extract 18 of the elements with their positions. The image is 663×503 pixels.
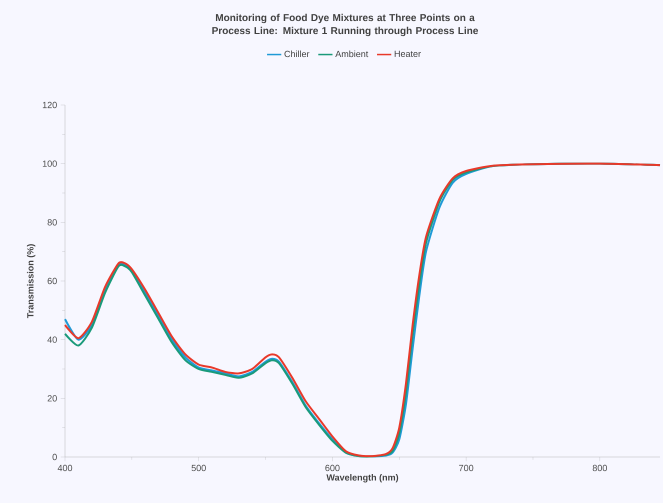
x-tick-label: 600 bbox=[325, 464, 340, 472]
y-tick-label: 40 bbox=[47, 336, 57, 343]
y-tick-label: 100 bbox=[42, 160, 57, 167]
chart-title: Monitoring of Food Dye Mixtures at Three Points on a Process Line: Mixture 1 Running through Process Line bbox=[212, 14, 478, 36]
x-tick-label: 700 bbox=[459, 464, 474, 472]
y-tick-label: 80 bbox=[48, 219, 57, 226]
x-tick-label: 400 bbox=[58, 464, 72, 472]
y-tick-label: 0 bbox=[52, 454, 57, 460]
legend-label: Chiller bbox=[284, 50, 310, 58]
y-tick-label: 120 bbox=[42, 102, 57, 108]
legend-label: Ambient bbox=[335, 50, 368, 58]
y-tick-label: 60 bbox=[48, 278, 57, 284]
y-tick-label: 20 bbox=[48, 395, 57, 402]
y-axis-title: Transmission (%) bbox=[26, 244, 36, 318]
x-tick-label: 800 bbox=[592, 464, 607, 472]
x-tick-label: 500 bbox=[192, 464, 206, 472]
legend-label: Heater bbox=[394, 50, 421, 57]
x-axis-title: Wavelength (nm) bbox=[326, 474, 398, 482]
